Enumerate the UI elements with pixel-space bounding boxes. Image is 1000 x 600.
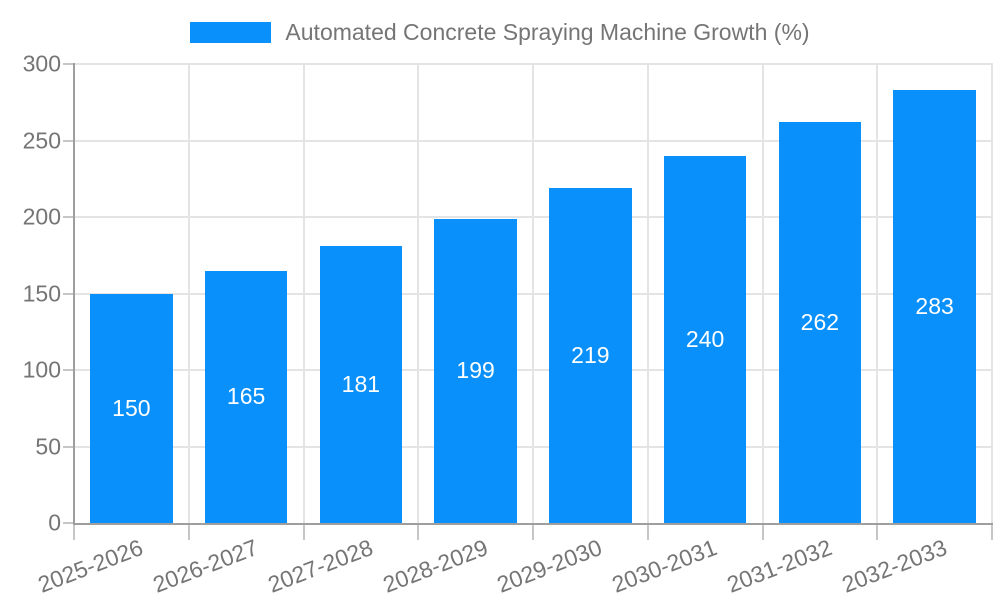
legend-label: Automated Concrete Spraying Machine Grow… — [285, 19, 810, 45]
bar-value-label: 150 — [112, 394, 151, 421]
plot-area: 0 50 100 150 200 250 300 150 165 181 199 219 240 262 2… — [23, 51, 993, 598]
x-tick-label: 2030-2031 — [608, 534, 721, 598]
y-axis-tick — [63, 216, 73, 218]
x-axis-tick — [417, 525, 420, 540]
y-axis-tick — [63, 139, 73, 142]
y-tick-label: 50 — [35, 433, 61, 459]
x-tick-label: 2025-2026 — [34, 534, 147, 598]
y-axis-tick — [63, 292, 73, 295]
y-axis-tick — [63, 63, 73, 65]
y-axis-tick — [63, 522, 73, 524]
x-axis-line — [73, 523, 993, 525]
bar[interactable]: 219 — [549, 187, 632, 523]
y-tick-label: 300 — [22, 50, 61, 77]
gridline-vertical — [761, 64, 764, 523]
y-tick-label: 150 — [22, 280, 61, 306]
x-axis-tick — [187, 525, 190, 540]
bar[interactable]: 240 — [663, 155, 747, 523]
x-tick-label: 2027-2028 — [264, 534, 377, 598]
bar-value-label: 165 — [226, 383, 266, 410]
x-axis-tick — [73, 525, 75, 540]
gridline-vertical — [876, 64, 879, 523]
bar-value-label: 199 — [456, 357, 495, 384]
x-tick-label: 2029-2030 — [493, 534, 606, 598]
bar[interactable]: 150 — [90, 293, 173, 523]
gridline-vertical — [417, 64, 420, 523]
bar[interactable]: 199 — [434, 218, 517, 523]
x-tick-label: 2026-2027 — [149, 534, 262, 598]
y-tick-label: 0 — [48, 509, 61, 536]
x-axis-tick — [991, 525, 993, 540]
bar[interactable]: 283 — [893, 90, 976, 523]
bar-value-label: 181 — [341, 371, 381, 398]
gridline-vertical — [532, 64, 534, 523]
bar-value-label: 219 — [571, 341, 610, 368]
gridline-vertical — [302, 64, 305, 523]
x-axis-tick — [646, 525, 649, 540]
y-axis-tick — [63, 369, 73, 371]
x-tick-label: 2028-2029 — [378, 534, 491, 598]
x-axis-tick — [876, 525, 879, 540]
plot-right-border — [991, 63, 993, 523]
gridline-vertical — [187, 64, 190, 523]
gridline-vertical — [646, 64, 649, 523]
y-tick-label: 200 — [22, 203, 61, 230]
x-axis-tick — [761, 525, 764, 540]
x-axis-tick — [532, 525, 534, 540]
y-axis-tick — [63, 445, 73, 448]
bar-value-label: 240 — [685, 325, 725, 352]
x-tick-label: 2032-2033 — [837, 534, 950, 598]
y-axis-line — [73, 63, 75, 524]
legend-swatch — [190, 21, 272, 43]
y-tick-label: 100 — [22, 356, 61, 383]
y-tick-label: 250 — [22, 127, 61, 153]
bar-value-label: 262 — [800, 309, 840, 336]
x-axis-tick — [302, 525, 305, 540]
bar[interactable]: 165 — [204, 270, 288, 523]
x-tick-label: 2031-2032 — [723, 534, 836, 598]
bar[interactable]: 181 — [319, 246, 403, 523]
legend[interactable]: Automated Concrete Spraying Machine Grow… — [0, 18, 1000, 46]
bar-value-label: 283 — [915, 293, 954, 319]
bar[interactable]: 262 — [778, 122, 862, 523]
